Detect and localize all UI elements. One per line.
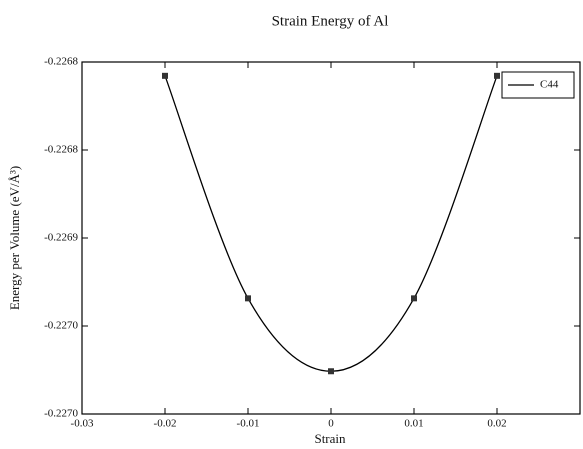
- point: [245, 295, 251, 302]
- point: [494, 72, 500, 79]
- x-axis-label: Strain: [314, 431, 346, 446]
- x-tick-label: 0.01: [404, 418, 423, 430]
- x-tick-label: -0.03: [71, 418, 94, 430]
- x-tick-label: -0.02: [154, 418, 177, 430]
- legend-label: C44: [540, 79, 559, 91]
- point: [411, 295, 417, 302]
- chart-title: Strain Energy of Al: [272, 13, 389, 29]
- y-axis-label: Energy per Volume (eV/Å³): [7, 166, 22, 310]
- y-tick-label: -0.2270: [44, 320, 78, 332]
- y-tick-label: -0.2268: [44, 144, 78, 156]
- y-tick-label: -0.2270: [44, 408, 78, 420]
- x-tick-label: 0.02: [487, 418, 506, 430]
- x-tick-label: 0: [328, 418, 334, 430]
- y-tick-label: -0.2268: [44, 56, 78, 68]
- point: [162, 72, 168, 79]
- y-tick-label: -0.2269: [44, 232, 78, 244]
- point: [328, 368, 334, 375]
- x-tick-label: -0.01: [237, 418, 260, 430]
